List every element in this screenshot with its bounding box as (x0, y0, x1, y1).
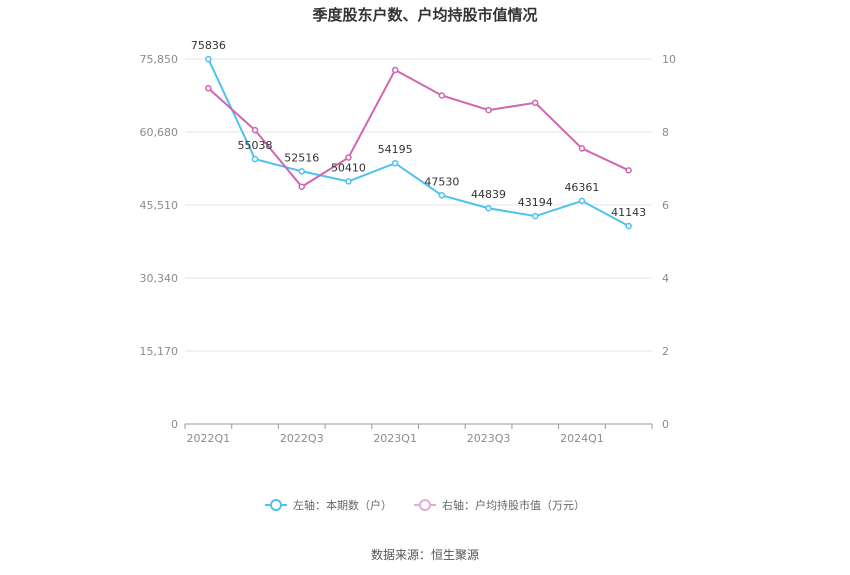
x-tick-label: 2024Q1 (560, 432, 604, 445)
data-point-left (532, 212, 539, 220)
data-point-left (485, 204, 492, 212)
data-point-right (625, 167, 632, 174)
chart-title: 季度股东户数、户均持股市值情况 (312, 6, 538, 24)
data-point-left (345, 178, 352, 185)
x-tick-label: 2022Q1 (187, 432, 231, 445)
data-point-left (298, 168, 305, 175)
legend-label-right: 右轴：户均持股市值（万元） (442, 499, 585, 512)
data-point-left (205, 55, 212, 63)
data-label: 41143 (611, 206, 646, 219)
data-point-left (578, 197, 586, 205)
data-label: 55038 (238, 139, 273, 152)
data-point-left (391, 159, 399, 167)
data-label: 52516 (284, 151, 319, 164)
data-point-right (532, 99, 539, 107)
data-label: 54195 (378, 143, 413, 156)
data-label: 46361 (564, 181, 599, 194)
data-point-right (298, 183, 305, 190)
y-left-tick-label: 45,510 (140, 199, 179, 212)
series-lines (205, 55, 632, 230)
data-point-right (485, 106, 492, 114)
y-left-tick-label: 60,680 (140, 126, 179, 139)
legend-label-left: 左轴：本期数（户） (293, 499, 392, 512)
y-left-tick-label: 15,170 (140, 345, 179, 358)
series-line-left (207, 58, 630, 227)
data-labels: 75836 55038 52516 50410 54195 47530 44839 43194… (191, 39, 646, 219)
y-left-tick-label: 30,340 (140, 272, 179, 285)
data-label: 50410 (331, 161, 366, 174)
data-label: 43194 (518, 196, 553, 209)
axes: 0 0 15,170 2 30,340 4 45,510 6 60,680 8 75,850 10 20… (140, 53, 677, 445)
data-point-left (251, 155, 259, 163)
y-right-tick-label: 6 (662, 199, 669, 212)
legend-item-right-series[interactable]: 右轴：户均持股市值（万元） (414, 497, 585, 513)
data-point-right (391, 66, 399, 74)
y-right-tick-label: 2 (662, 345, 669, 358)
data-point-right (205, 84, 212, 92)
data-point-right (438, 92, 446, 99)
data-source: 数据来源：恒生聚源 (370, 548, 479, 562)
y-right-tick-label: 10 (662, 53, 676, 66)
y-left-tick-label: 75,850 (140, 53, 179, 66)
y-left-tick-label: 0 (171, 418, 178, 431)
data-point-right (251, 126, 259, 134)
x-tick-label: 2022Q3 (280, 432, 324, 445)
data-point-left (625, 222, 632, 230)
legend-swatch-left-icon (265, 499, 287, 511)
y-right-tick-label: 4 (662, 272, 669, 285)
legend-item-left-series[interactable]: 左轴：本期数（户） (265, 497, 392, 513)
legend: 左轴：本期数（户） 右轴：户均持股市值（万元） (0, 497, 850, 513)
data-point-right (345, 154, 352, 161)
data-label: 75836 (191, 39, 226, 52)
grid-lines (185, 58, 652, 352)
x-tick-label: 2023Q1 (373, 432, 417, 445)
data-point-right (578, 145, 586, 152)
data-label: 44839 (471, 188, 506, 201)
data-point-left (438, 192, 446, 199)
data-label: 47530 (424, 175, 459, 188)
y-right-tick-label: 8 (662, 126, 669, 139)
x-tick-label: 2023Q3 (467, 432, 511, 445)
legend-swatch-right-icon (414, 499, 436, 511)
series-line-right (207, 68, 630, 189)
y-right-tick-label: 0 (662, 418, 669, 431)
